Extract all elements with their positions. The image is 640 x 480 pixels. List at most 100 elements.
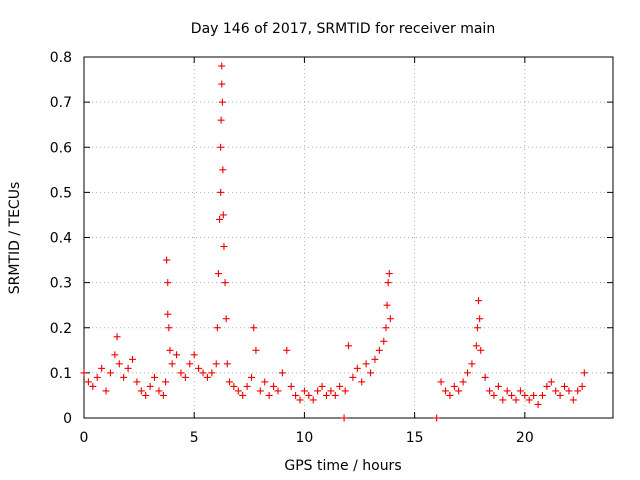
- data-point: [84, 378, 92, 386]
- data-point: [239, 391, 247, 399]
- data-point: [165, 324, 173, 332]
- data-point: [120, 373, 128, 381]
- data-point: [494, 382, 502, 390]
- data-point: [218, 98, 226, 106]
- data-point: [468, 360, 476, 368]
- data-point: [164, 279, 172, 287]
- data-point: [382, 324, 390, 332]
- data-point: [218, 80, 226, 88]
- data-point: [385, 270, 393, 278]
- x-tick-label: 15: [406, 430, 424, 446]
- x-tick-label: 20: [516, 430, 534, 446]
- data-point: [490, 391, 498, 399]
- data-point: [223, 360, 231, 368]
- data-point: [287, 382, 295, 390]
- data-point: [163, 256, 171, 264]
- data-point: [218, 62, 226, 70]
- data-point: [367, 369, 375, 377]
- data-point: [450, 382, 458, 390]
- data-point: [341, 387, 349, 395]
- data-point: [274, 387, 282, 395]
- y-axis-label: SRMTID / TECUs: [7, 182, 23, 295]
- data-point: [222, 315, 230, 323]
- data-point: [124, 364, 132, 372]
- data-point: [499, 396, 507, 404]
- data-point: [261, 378, 269, 386]
- data-point: [234, 387, 242, 395]
- data-point: [219, 211, 227, 219]
- data-point: [214, 270, 222, 278]
- data-point: [168, 360, 176, 368]
- data-point: [565, 387, 573, 395]
- data-point: [472, 342, 480, 350]
- data-point: [146, 382, 154, 390]
- data-point: [243, 382, 251, 390]
- data-point: [358, 378, 366, 386]
- data-point: [552, 387, 560, 395]
- data-point: [221, 279, 229, 287]
- data-point: [543, 382, 551, 390]
- data-point: [446, 391, 454, 399]
- data-point: [296, 396, 304, 404]
- data-point: [250, 324, 258, 332]
- data-point: [433, 414, 441, 422]
- data-point: [164, 310, 172, 318]
- data-point: [177, 369, 185, 377]
- data-point: [512, 396, 520, 404]
- data-point: [516, 387, 524, 395]
- data-point: [115, 360, 123, 368]
- data-point: [476, 315, 484, 323]
- data-point: [578, 382, 586, 390]
- data-point: [155, 387, 163, 395]
- data-point: [212, 360, 220, 368]
- data-point: [574, 387, 582, 395]
- data-point: [309, 396, 317, 404]
- data-point: [349, 373, 357, 381]
- axis-ticks: 0 0.1 0.2 0.3 0.4 0.5 0.6 0.7 0.8 0 5 10 15 20: [50, 50, 613, 446]
- data-point: [203, 373, 211, 381]
- data-point: [98, 364, 106, 372]
- data-point: [464, 369, 472, 377]
- data-point: [89, 382, 97, 390]
- data-point: [142, 391, 150, 399]
- data-point: [556, 391, 564, 399]
- data-point: [362, 360, 370, 368]
- data-point: [525, 396, 533, 404]
- data-point: [327, 387, 335, 395]
- data-point: [375, 346, 383, 354]
- data-point: [340, 414, 348, 422]
- data-point: [190, 351, 198, 359]
- data-point: [181, 373, 189, 381]
- data-point: [106, 369, 114, 377]
- data-point: [477, 346, 485, 354]
- data-point: [162, 378, 170, 386]
- data-point: [530, 391, 538, 399]
- data-point: [473, 324, 481, 332]
- data-point: [380, 337, 388, 345]
- data-point: [102, 387, 110, 395]
- data-point: [133, 378, 141, 386]
- chart-title: Day 146 of 2017, SRMTID for receiver mai…: [191, 21, 495, 37]
- data-point: [459, 378, 467, 386]
- data-point: [534, 400, 542, 408]
- data-point: [353, 364, 361, 372]
- data-point: [538, 391, 546, 399]
- data-point: [173, 351, 181, 359]
- data-point: [137, 387, 145, 395]
- data-point: [128, 355, 136, 363]
- data-point: [336, 382, 344, 390]
- data-point: [455, 387, 463, 395]
- data-point: [248, 373, 256, 381]
- data-point: [195, 364, 203, 372]
- data-point: [208, 369, 216, 377]
- data-point: [111, 351, 119, 359]
- data-point: [580, 369, 588, 377]
- data-point: [186, 360, 194, 368]
- data-point: [159, 391, 167, 399]
- y-tick-label: 0.4: [50, 231, 72, 247]
- data-point: [166, 346, 174, 354]
- data-point: [547, 378, 555, 386]
- data-point: [486, 387, 494, 395]
- data-point: [481, 373, 489, 381]
- grid: [84, 57, 613, 418]
